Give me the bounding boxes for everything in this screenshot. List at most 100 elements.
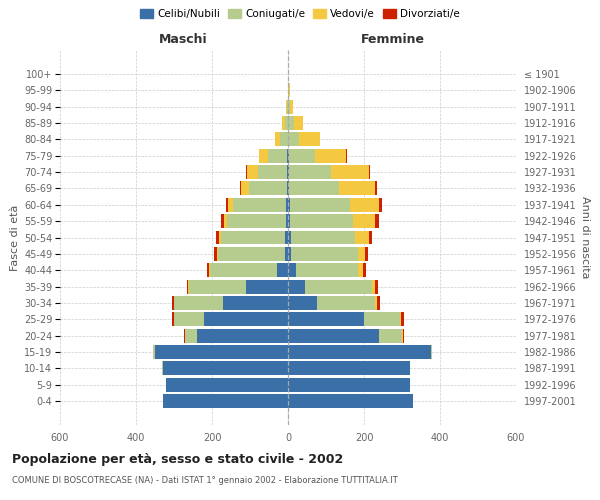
- Bar: [268, 149, 287, 162]
- Bar: [197, 328, 288, 342]
- Bar: [184, 328, 185, 342]
- Bar: [223, 296, 288, 310]
- Bar: [227, 198, 233, 211]
- Bar: [282, 116, 285, 130]
- Bar: [217, 247, 218, 261]
- Bar: [288, 394, 413, 408]
- Bar: [288, 247, 291, 261]
- Bar: [287, 165, 288, 179]
- Bar: [289, 182, 338, 196]
- Bar: [288, 198, 290, 211]
- Bar: [317, 296, 376, 310]
- Bar: [376, 296, 377, 310]
- Bar: [166, 378, 288, 392]
- Bar: [246, 165, 247, 179]
- Bar: [219, 230, 221, 244]
- Bar: [299, 132, 320, 146]
- Bar: [350, 198, 379, 211]
- Bar: [402, 328, 403, 342]
- Bar: [189, 280, 246, 293]
- Bar: [259, 165, 287, 179]
- Bar: [288, 149, 289, 162]
- Bar: [346, 149, 347, 162]
- Bar: [287, 182, 288, 196]
- Bar: [289, 165, 331, 179]
- Bar: [288, 280, 305, 293]
- Bar: [355, 230, 368, 244]
- Bar: [364, 312, 400, 326]
- Bar: [288, 165, 289, 179]
- Bar: [240, 182, 241, 196]
- Bar: [400, 312, 401, 326]
- Bar: [288, 230, 290, 244]
- Bar: [294, 116, 303, 130]
- Bar: [286, 198, 288, 211]
- Bar: [290, 198, 350, 211]
- Bar: [287, 149, 288, 162]
- Bar: [285, 247, 288, 261]
- Bar: [221, 214, 224, 228]
- Bar: [288, 362, 410, 376]
- Bar: [368, 230, 373, 244]
- Bar: [188, 280, 189, 293]
- Bar: [374, 280, 377, 293]
- Bar: [208, 264, 209, 277]
- Bar: [163, 362, 288, 376]
- Bar: [316, 149, 346, 162]
- Bar: [296, 264, 358, 277]
- Bar: [288, 100, 290, 114]
- Bar: [155, 345, 288, 359]
- Bar: [358, 247, 365, 261]
- Bar: [371, 280, 374, 293]
- Bar: [288, 328, 379, 342]
- Bar: [288, 214, 290, 228]
- Bar: [224, 214, 227, 228]
- Bar: [185, 328, 197, 342]
- Bar: [162, 362, 163, 376]
- Bar: [288, 296, 317, 310]
- Bar: [216, 230, 219, 244]
- Bar: [209, 264, 210, 277]
- Bar: [163, 394, 288, 408]
- Bar: [218, 247, 285, 261]
- Bar: [277, 264, 288, 277]
- Bar: [174, 296, 223, 310]
- Text: Popolazione per età, sesso e stato civile - 2002: Popolazione per età, sesso e stato civil…: [12, 452, 343, 466]
- Bar: [288, 264, 296, 277]
- Bar: [431, 345, 433, 359]
- Bar: [259, 149, 268, 162]
- Bar: [174, 312, 205, 326]
- Bar: [249, 182, 287, 196]
- Bar: [365, 247, 368, 261]
- Bar: [379, 328, 402, 342]
- Bar: [358, 264, 363, 277]
- Bar: [233, 198, 286, 211]
- Bar: [288, 182, 289, 196]
- Bar: [289, 149, 316, 162]
- Bar: [214, 247, 217, 261]
- Y-axis label: Anni di nascita: Anni di nascita: [580, 196, 590, 279]
- Bar: [305, 280, 371, 293]
- Bar: [401, 312, 404, 326]
- Bar: [374, 182, 377, 196]
- Bar: [280, 132, 288, 146]
- Bar: [377, 296, 380, 310]
- Text: COMUNE DI BOSCOTRECASE (NA) - Dati ISTAT 1° gennaio 2002 - Elaborazione TUTTITAL: COMUNE DI BOSCOTRECASE (NA) - Dati ISTAT…: [12, 476, 398, 485]
- Bar: [187, 280, 188, 293]
- Bar: [153, 345, 155, 359]
- Bar: [353, 214, 376, 228]
- Bar: [403, 328, 404, 342]
- Bar: [226, 198, 227, 211]
- Bar: [369, 165, 370, 179]
- Bar: [338, 182, 374, 196]
- Bar: [247, 165, 259, 179]
- Legend: Celibi/Nubili, Coniugati/e, Vedovi/e, Divorziati/e: Celibi/Nubili, Coniugati/e, Vedovi/e, Di…: [136, 5, 464, 24]
- Bar: [288, 312, 364, 326]
- Bar: [172, 296, 173, 310]
- Bar: [241, 182, 249, 196]
- Text: Maschi: Maschi: [159, 33, 208, 46]
- Bar: [291, 247, 358, 261]
- Bar: [227, 214, 286, 228]
- Bar: [289, 84, 290, 98]
- Y-axis label: Fasce di età: Fasce di età: [10, 204, 20, 270]
